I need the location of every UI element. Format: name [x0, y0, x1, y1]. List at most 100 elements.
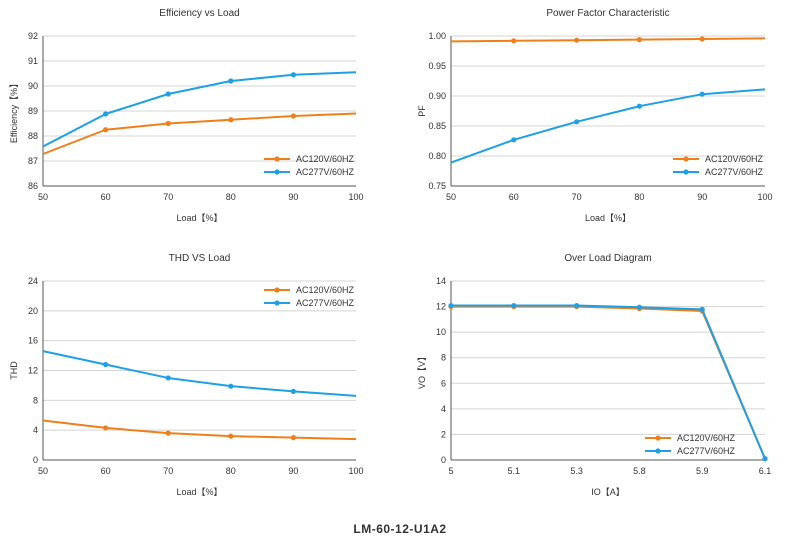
data-point-orange: [574, 37, 580, 43]
y-tick-label: 2: [441, 429, 446, 439]
chart-1: Efficiency vs Load 86 87 88 89 90 91 92 50 60 70 80…: [9, 8, 364, 223]
data-point-blue: [574, 119, 580, 125]
y-tick-label: 0.95: [428, 61, 446, 71]
x-tick-label: 5: [448, 466, 453, 476]
y-tick-label: 90: [28, 81, 38, 91]
y-tick-label: 10: [436, 327, 446, 337]
y-tick-label: 91: [28, 56, 38, 66]
data-point-orange: [290, 435, 296, 441]
x-axis-label: Load【%】: [176, 487, 222, 497]
y-tick-label: 8: [441, 353, 446, 363]
data-point-orange: [699, 36, 705, 42]
x-tick-label: 5.9: [696, 466, 709, 476]
x-tick-label: 70: [163, 466, 173, 476]
x-tick-label: 60: [509, 192, 519, 202]
y-tick-label: 0.85: [428, 121, 446, 131]
y-tick-label: 6: [441, 378, 446, 388]
x-tick-label: 90: [288, 466, 298, 476]
x-tick-label: 80: [226, 466, 236, 476]
data-point-blue: [511, 302, 517, 309]
x-tick-label: 50: [38, 192, 48, 202]
x-tick-label: 70: [163, 192, 173, 202]
x-tick-label: 5.8: [633, 466, 646, 476]
legend-swatch-marker: [683, 169, 689, 175]
series-line-blue: [450, 88, 766, 164]
data-point-blue: [511, 137, 517, 143]
y-tick-label: 88: [28, 131, 38, 141]
chart-title: THD VS Load: [169, 253, 231, 264]
x-tick-label: 70: [572, 192, 582, 202]
series-line-blue: [42, 350, 357, 397]
data-point-orange: [165, 120, 171, 127]
y-axis-label: THD: [9, 361, 19, 380]
legend-label: AC120V/60HZ: [677, 433, 736, 443]
x-tick-label: 5.3: [570, 466, 583, 476]
x-tick-label: 50: [38, 466, 48, 476]
y-tick-label: 0.75: [428, 181, 446, 191]
y-tick-label: 4: [441, 404, 446, 414]
y-axis-label: VO【V】: [417, 352, 427, 389]
x-axis-label: Load【%】: [176, 213, 222, 223]
chart-3: THD VS Load 0 4 8 12 16 20 24 50 60 70 80 90 100 Load【…: [9, 253, 364, 497]
chart-2: Power Factor Characteristic 0.75 0.80 0.85 0…: [417, 8, 773, 223]
x-tick-label: 6.1: [759, 466, 772, 476]
y-axis-label: Efficiency【%】: [9, 79, 19, 143]
data-point-blue: [103, 111, 109, 117]
x-tick-label: 90: [697, 192, 707, 202]
legend-swatch-marker: [683, 156, 689, 162]
y-tick-label: 0.90: [428, 91, 446, 101]
x-tick-label: 100: [348, 192, 363, 202]
y-tick-label: 4: [33, 425, 38, 435]
x-tick-label: 90: [288, 192, 298, 202]
data-point-blue: [165, 91, 171, 97]
y-tick-label: 89: [28, 106, 38, 116]
y-tick-label: 12: [28, 366, 38, 376]
data-point-orange: [228, 433, 234, 439]
data-point-blue: [636, 304, 643, 310]
data-point-blue: [228, 383, 234, 389]
x-tick-label: 60: [101, 466, 111, 476]
series-line-orange: [450, 37, 766, 43]
y-tick-label: 87: [28, 156, 38, 166]
y-tick-label: 0.80: [428, 151, 446, 161]
legend-swatch-marker: [655, 448, 661, 454]
data-point-blue: [290, 388, 296, 394]
legend-label: AC277V/60HZ: [677, 446, 736, 456]
y-tick-label: 16: [28, 336, 38, 346]
data-point-blue: [762, 456, 768, 462]
legend-label: AC277V/60HZ: [296, 298, 355, 308]
x-tick-label: 80: [226, 192, 236, 202]
model-label: LM-60-12-U1A2: [353, 522, 447, 536]
chart-title: Efficiency vs Load: [159, 8, 239, 19]
data-point-blue: [636, 103, 643, 109]
chart-4: Over Load Diagram 0 2 4 6 8 10 12 14 5 5.1 5.3 5.8 5.…: [417, 253, 771, 497]
y-tick-label: 14: [436, 276, 446, 286]
data-point-blue: [699, 91, 705, 97]
x-tick-label: 60: [101, 192, 111, 202]
x-tick-label: 5.1: [508, 466, 521, 476]
data-point-orange: [165, 430, 171, 436]
legend-label: AC277V/60HZ: [705, 167, 764, 177]
y-tick-label: 20: [28, 306, 38, 316]
data-point-blue: [699, 306, 705, 312]
x-axis-label: Load【%】: [585, 213, 631, 223]
y-axis-label: PF: [417, 105, 427, 117]
legend-label: AC277V/60HZ: [296, 167, 355, 177]
y-tick-label: 1.00: [428, 31, 446, 41]
data-point-blue: [228, 78, 234, 84]
y-tick-label: 0: [441, 455, 446, 465]
chart-title: Over Load Diagram: [564, 253, 651, 264]
y-tick-label: 8: [33, 395, 38, 405]
x-tick-label: 50: [446, 192, 456, 202]
data-point-orange: [228, 117, 234, 123]
data-point-blue: [103, 361, 109, 368]
data-point-blue: [574, 302, 580, 309]
y-tick-label: 24: [28, 276, 38, 286]
chart-title: Power Factor Characteristic: [546, 8, 669, 19]
y-tick-label: 92: [28, 31, 38, 41]
x-tick-label: 100: [348, 466, 363, 476]
legend-label: AC120V/60HZ: [296, 154, 355, 164]
series-line-orange: [42, 112, 357, 155]
data-point-orange: [511, 38, 517, 44]
